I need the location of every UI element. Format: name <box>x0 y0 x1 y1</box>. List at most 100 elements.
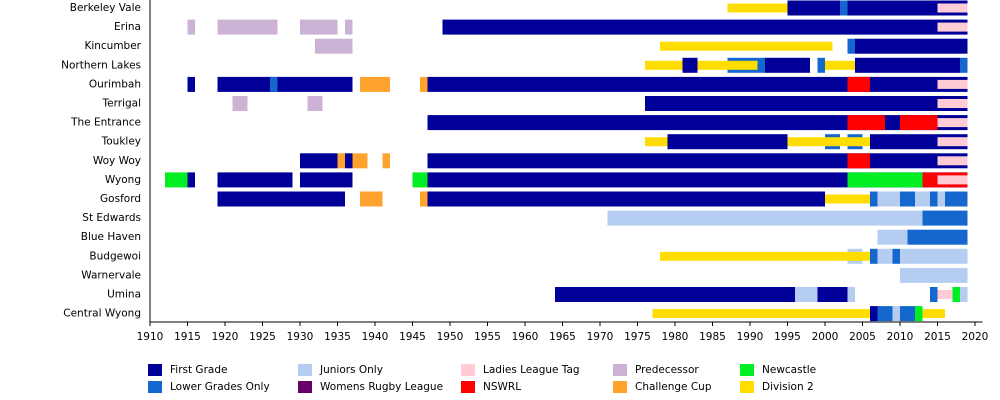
row-label: Budgewoi <box>89 250 141 262</box>
timeline-segment <box>847 115 885 131</box>
x-tick-label: 1920 <box>212 331 239 343</box>
timeline-segment <box>697 60 728 70</box>
timeline-segment <box>382 153 390 169</box>
timeline-segment <box>892 248 900 264</box>
legend-label: Womens Rugby League <box>320 381 443 393</box>
x-tick-label: 1990 <box>737 331 764 343</box>
row-label: Umina <box>107 289 141 301</box>
timeline-segment <box>900 191 915 207</box>
timeline-segment <box>787 0 968 16</box>
legend-swatch <box>148 364 162 376</box>
timeline-segment <box>652 309 870 319</box>
legend-swatch <box>148 381 162 393</box>
timeline-segment <box>937 290 953 299</box>
timeline-segment <box>937 3 968 13</box>
timeline-segment <box>960 57 968 73</box>
timeline-segment <box>420 76 428 92</box>
timeline-segment <box>765 57 810 73</box>
timeline-segment <box>870 306 878 322</box>
x-tick-label: 1985 <box>699 331 726 343</box>
timeline-segment <box>900 248 968 264</box>
timeline-segment <box>645 137 668 147</box>
x-tick-label: 2020 <box>962 331 989 343</box>
timeline-segment <box>937 191 945 207</box>
legend-label: NSWRL <box>483 381 521 393</box>
x-tick-label: 1940 <box>362 331 389 343</box>
timeline-segment <box>825 60 855 70</box>
timeline-segment <box>187 19 195 35</box>
timeline-segment <box>787 137 870 147</box>
timeline-segment <box>937 118 968 128</box>
timeline-segment <box>427 76 968 92</box>
timeline-segment <box>877 248 893 264</box>
x-tick-label: 1925 <box>249 331 276 343</box>
timeline-segment <box>360 76 390 92</box>
timeline-segment <box>727 3 788 13</box>
row-label: Central Wyong <box>63 308 141 320</box>
row-label: Ourimbah <box>89 78 141 90</box>
row-label: Blue Haven <box>81 231 141 243</box>
row-label: Kincumber <box>84 40 141 52</box>
timeline-segment <box>300 153 338 169</box>
timeline-segment <box>915 306 923 322</box>
timeline-segment <box>345 19 353 35</box>
timeline-segment <box>360 191 383 207</box>
timeline-segment <box>877 229 908 245</box>
timeline-segment <box>900 115 938 131</box>
timeline-segment <box>847 287 855 302</box>
x-tick-label: 2005 <box>849 331 876 343</box>
timeline-segment <box>855 38 968 54</box>
timeline-segment <box>847 153 870 169</box>
timeline-segment <box>442 19 968 35</box>
row-label: Berkeley Vale <box>70 2 141 14</box>
timeline-segment <box>877 306 893 322</box>
timeline-segment <box>847 38 855 54</box>
x-tick-label: 1955 <box>474 331 501 343</box>
legend-swatch <box>461 364 475 376</box>
timeline-segment <box>315 38 353 54</box>
x-tick-label: 1960 <box>512 331 539 343</box>
timeline-segment <box>427 172 968 188</box>
timeline-segment <box>300 172 353 188</box>
timeline-segment <box>817 287 848 302</box>
timeline-segment <box>930 191 938 207</box>
timeline-segment <box>937 137 968 147</box>
row-label: St Edwards <box>82 212 141 224</box>
legend-label: Lower Grades Only <box>170 381 270 393</box>
legend-label: Juniors Only <box>319 364 383 376</box>
timeline-segment <box>907 229 968 245</box>
timeline-segment <box>847 172 923 188</box>
x-tick-label: 1935 <box>324 331 351 343</box>
timeline-segment <box>915 191 930 207</box>
x-tick-label: 1930 <box>287 331 314 343</box>
timeline-segment <box>847 76 870 92</box>
timeline-segment <box>877 191 900 207</box>
legend-swatch <box>461 381 475 393</box>
legend-label: First Grade <box>170 364 227 376</box>
timeline-segment <box>840 0 848 16</box>
timeline-segment <box>937 99 968 108</box>
legend-swatch <box>740 364 754 376</box>
timeline-segment <box>660 251 870 261</box>
timeline-segment <box>937 79 968 89</box>
row-label: Erina <box>114 21 141 33</box>
timeline-segment <box>900 267 968 283</box>
timeline-segment <box>667 134 788 150</box>
legend-label: Predecessor <box>635 364 699 376</box>
timeline-segment <box>960 287 968 302</box>
x-tick-label: 2000 <box>812 331 839 343</box>
x-tick-label: 1980 <box>662 331 689 343</box>
timeline-segment <box>870 191 878 207</box>
timeline-segment <box>795 287 818 302</box>
timeline-segment <box>232 96 248 111</box>
timeline-segment <box>427 153 968 169</box>
timeline-segment <box>427 191 825 207</box>
timeline-segment <box>870 248 878 264</box>
timeline-segment <box>922 210 968 226</box>
legend-swatch <box>613 364 627 376</box>
timeline-segment <box>217 76 353 92</box>
x-tick-label: 1945 <box>399 331 426 343</box>
timeline-segment <box>945 191 968 207</box>
timeline-segment <box>952 287 960 302</box>
timeline-segment <box>607 210 923 226</box>
